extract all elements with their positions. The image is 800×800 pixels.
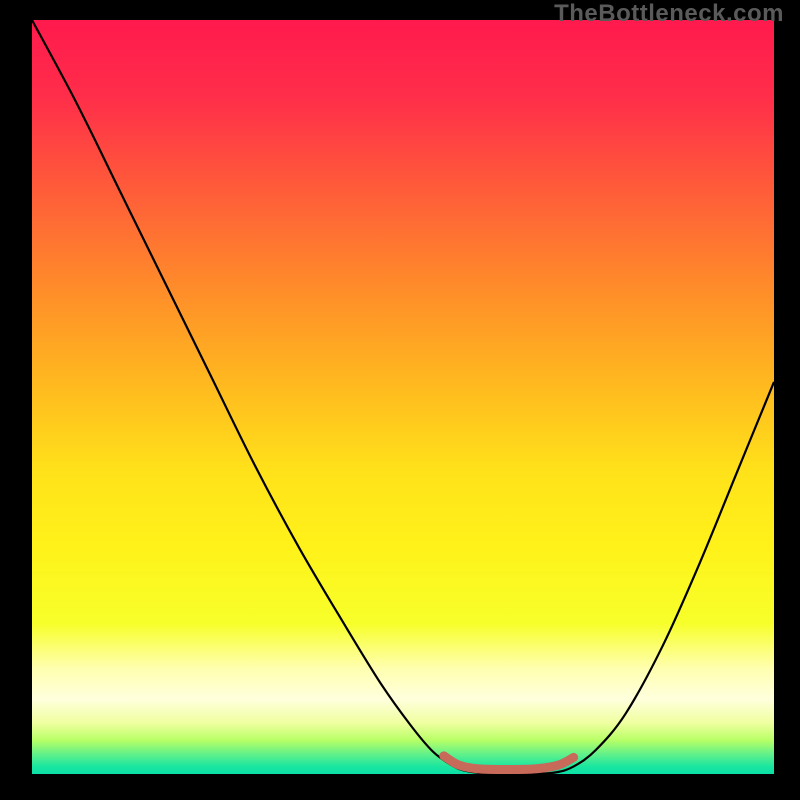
chart-background-gradient xyxy=(32,20,774,774)
watermark-text: TheBottleneck.com xyxy=(554,0,784,28)
chart-plot-area xyxy=(32,20,774,774)
